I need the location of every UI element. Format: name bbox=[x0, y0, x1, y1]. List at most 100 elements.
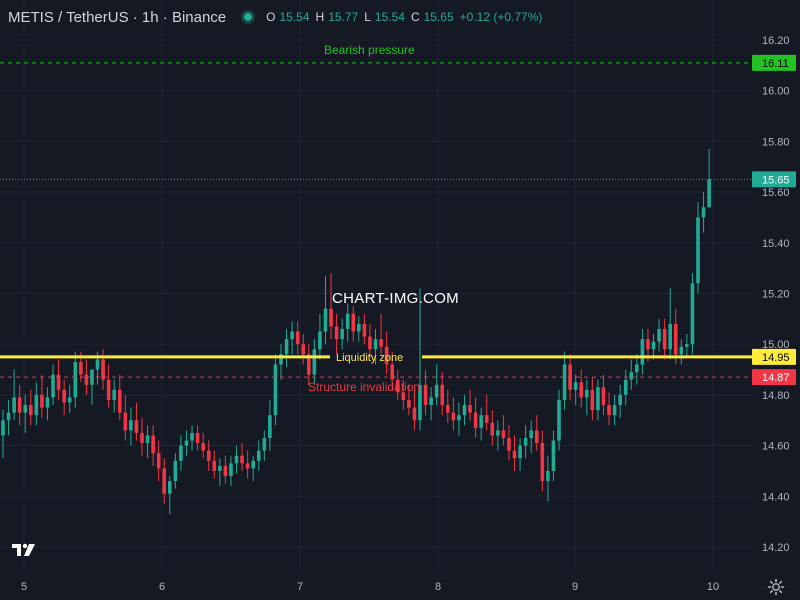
settings-gear-icon[interactable] bbox=[767, 578, 785, 596]
candle-body bbox=[318, 331, 322, 350]
candle-body bbox=[446, 405, 450, 413]
candle bbox=[234, 445, 239, 474]
candle bbox=[173, 453, 178, 489]
candle-body bbox=[585, 389, 589, 398]
candle bbox=[190, 425, 194, 451]
candle-body bbox=[418, 384, 422, 421]
candle bbox=[295, 321, 300, 355]
time-tick-label: 8 bbox=[435, 581, 441, 593]
candle bbox=[201, 432, 205, 459]
candle bbox=[395, 369, 400, 400]
candle bbox=[601, 374, 606, 416]
candle-body bbox=[301, 344, 306, 355]
candle-body bbox=[368, 336, 372, 350]
candle-body bbox=[262, 437, 267, 451]
price-badge-label: 14.87 bbox=[762, 372, 790, 384]
candle-body bbox=[623, 379, 628, 395]
candle bbox=[134, 402, 139, 441]
high-value: 15.77 bbox=[328, 10, 359, 24]
price-tick-label: 15.80 bbox=[762, 136, 790, 148]
candle-body bbox=[496, 430, 500, 436]
watermark: CHART-IMG.COM bbox=[332, 290, 459, 307]
candle-body bbox=[707, 179, 711, 208]
candle bbox=[318, 313, 322, 360]
price-tick-label: 14.20 bbox=[762, 542, 790, 554]
candle bbox=[657, 318, 661, 352]
time-axis[interactable]: 5 6 7 8 9 10 bbox=[21, 581, 719, 593]
candle-body bbox=[329, 308, 333, 327]
candle-body bbox=[17, 397, 22, 413]
candle-body bbox=[662, 328, 667, 350]
candle-body bbox=[646, 339, 650, 350]
candle bbox=[323, 275, 328, 345]
candle-body bbox=[129, 420, 133, 431]
candle-body bbox=[412, 407, 417, 421]
candle-body bbox=[184, 440, 189, 446]
candle bbox=[23, 394, 28, 433]
candle bbox=[551, 430, 556, 482]
candle-body bbox=[117, 389, 122, 413]
price-tick-label: 14.60 bbox=[762, 441, 790, 453]
candle-body bbox=[112, 389, 116, 400]
candle-body bbox=[101, 359, 105, 380]
tradingview-logo-icon[interactable] bbox=[10, 540, 38, 560]
candle bbox=[67, 384, 72, 413]
candle bbox=[145, 425, 150, 459]
price-badge: 14.87 bbox=[752, 369, 796, 386]
candle-body bbox=[229, 463, 233, 477]
grid bbox=[0, 0, 752, 572]
candle-body bbox=[457, 415, 461, 421]
candle-body bbox=[245, 463, 250, 469]
price-badge-bg bbox=[752, 171, 796, 188]
candle-body bbox=[640, 339, 645, 365]
candle-body bbox=[490, 422, 495, 436]
candle-body bbox=[384, 346, 389, 365]
candle-body bbox=[401, 392, 406, 400]
candle bbox=[40, 374, 44, 418]
candle-body bbox=[140, 432, 144, 444]
candle-body bbox=[501, 430, 506, 438]
price-tick-label: 14.40 bbox=[762, 491, 790, 503]
candle-body bbox=[218, 465, 222, 471]
candle bbox=[162, 458, 167, 504]
candle-body bbox=[6, 412, 11, 421]
candle-body bbox=[323, 308, 328, 332]
candle bbox=[240, 443, 244, 471]
candle-body bbox=[635, 364, 639, 373]
candle bbox=[585, 379, 589, 416]
candle-body bbox=[390, 364, 394, 380]
low-label: L bbox=[364, 10, 371, 24]
candle-body bbox=[345, 313, 350, 329]
candle-body bbox=[56, 374, 61, 390]
candle-body bbox=[1, 420, 5, 436]
candle-body bbox=[268, 415, 272, 438]
candle bbox=[62, 379, 66, 416]
candle bbox=[17, 384, 22, 426]
candle-body bbox=[429, 397, 433, 406]
candle-body bbox=[151, 435, 155, 454]
candle bbox=[379, 313, 383, 355]
candle bbox=[312, 339, 317, 385]
candle-body bbox=[579, 382, 584, 398]
candle bbox=[512, 435, 517, 471]
price-axis[interactable]: 14.20 14.40 14.60 14.80 15.00 15.20 15.40 15.60… bbox=[752, 35, 796, 554]
candle bbox=[262, 430, 267, 461]
candle bbox=[256, 440, 261, 471]
candle bbox=[384, 331, 389, 375]
candle-body bbox=[251, 460, 255, 469]
candle bbox=[251, 455, 255, 482]
candle bbox=[401, 379, 406, 411]
candle-body bbox=[523, 437, 528, 446]
candle-body bbox=[84, 374, 89, 385]
candle bbox=[434, 364, 439, 406]
candle bbox=[368, 323, 372, 357]
candle bbox=[546, 455, 550, 502]
candle-body bbox=[690, 283, 695, 345]
candle-body bbox=[590, 389, 595, 411]
candle-body bbox=[507, 437, 511, 451]
candle bbox=[473, 397, 478, 438]
symbol-title[interactable]: METIS / TetherUS · 1h · Binance bbox=[8, 8, 227, 26]
low-value: 15.54 bbox=[374, 10, 405, 24]
candle bbox=[123, 394, 128, 441]
